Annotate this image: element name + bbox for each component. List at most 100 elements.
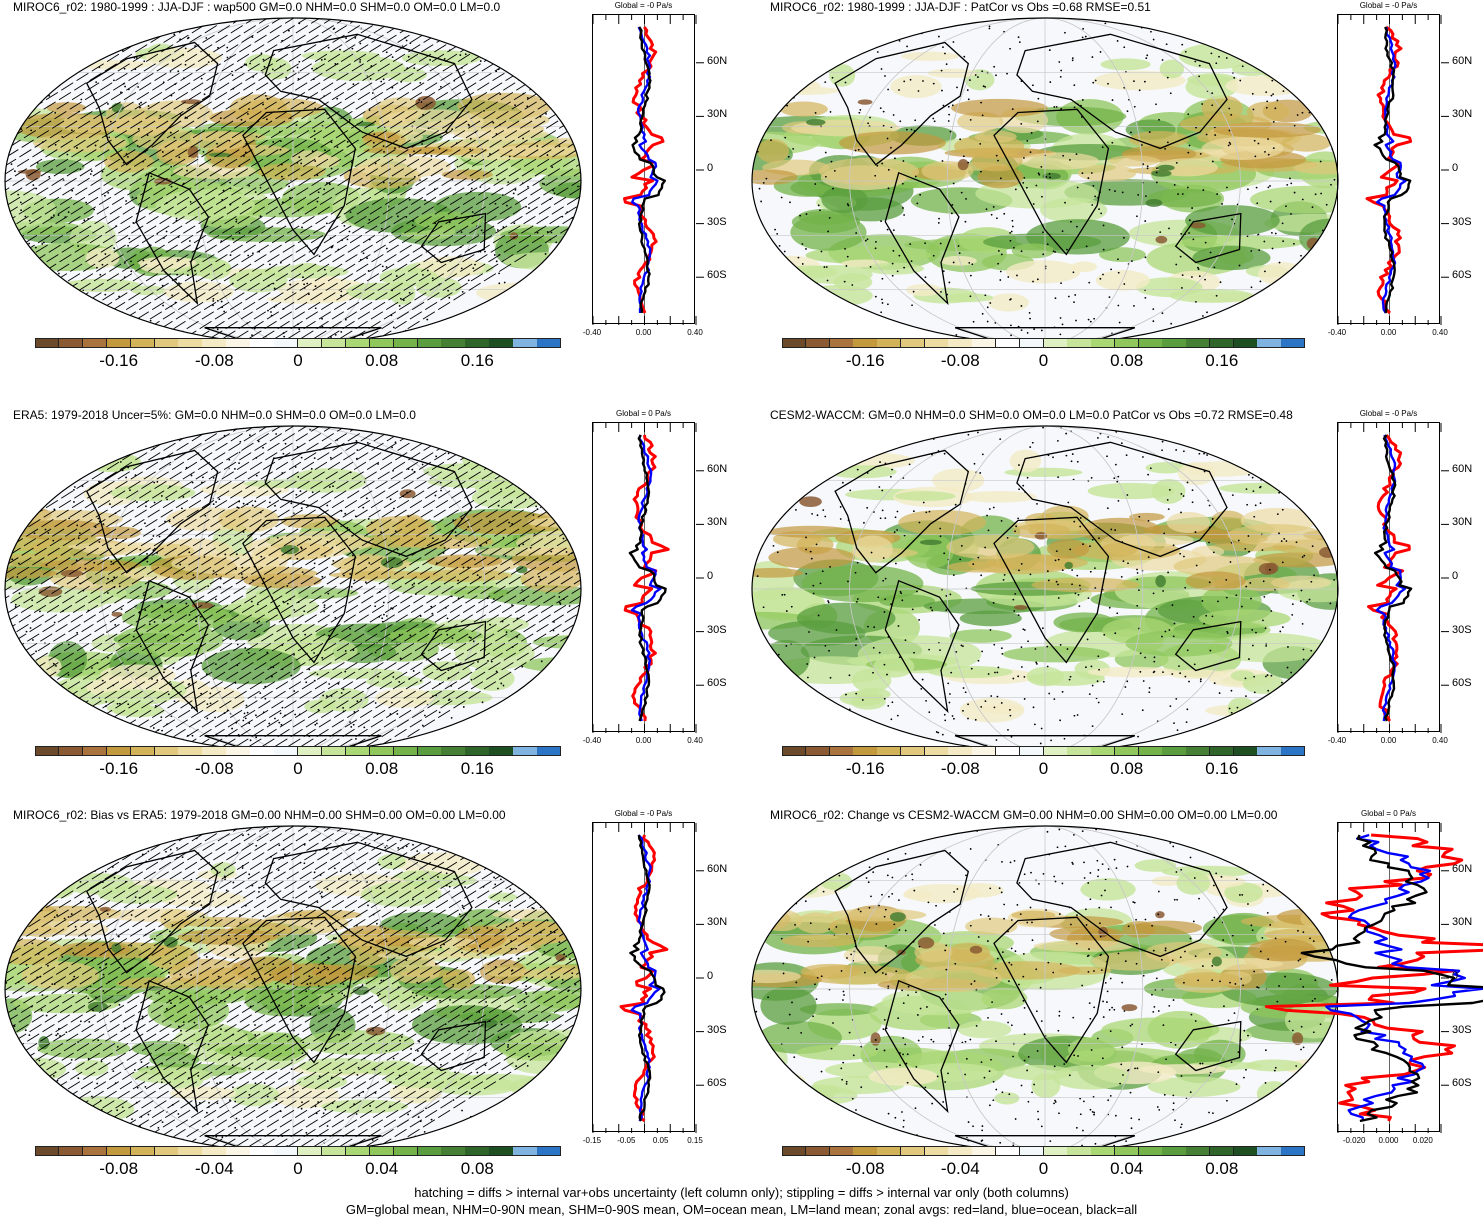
stipple-dot — [469, 137, 472, 140]
stipple-dot — [275, 1098, 277, 1101]
stipple-dot — [899, 590, 902, 593]
stipple-dot — [431, 277, 434, 280]
zonal-mean-svg — [592, 423, 704, 733]
stipple-dot — [1270, 674, 1273, 677]
stipple-dot — [229, 1099, 231, 1102]
stipple-dot — [67, 29, 70, 31]
hatch-line — [5, 826, 233, 1152]
stipple-dot — [1163, 532, 1166, 535]
stipple-dot — [554, 682, 557, 684]
stipple-dot — [74, 925, 77, 928]
stipple-dot — [15, 1114, 18, 1117]
stipple-dot — [1230, 113, 1233, 116]
stipple-dot — [81, 863, 84, 865]
stipple-dot — [343, 994, 346, 997]
stipple-dot — [333, 946, 336, 949]
stipple-dot — [1211, 104, 1214, 107]
stipple-dot — [558, 601, 561, 604]
stipple-dot — [169, 131, 172, 134]
stipple-dot — [377, 675, 379, 678]
stipple-dot — [1133, 80, 1135, 83]
stipple-dot — [957, 245, 960, 247]
stipple-dot — [1211, 615, 1214, 618]
stipple-dot — [1264, 63, 1267, 66]
stipple-dot — [1133, 105, 1136, 108]
stipple-dot — [995, 74, 997, 77]
stipple-dot — [33, 532, 36, 535]
colorbar-label: -0.16 — [99, 759, 139, 778]
stipple-dot — [882, 110, 885, 113]
stipple-dot — [223, 310, 226, 313]
stipple-dot — [937, 741, 940, 744]
stipple-dot — [83, 219, 86, 222]
stipple-dot — [574, 983, 577, 986]
stipple-dot — [389, 498, 392, 501]
stipple-dot — [47, 964, 49, 967]
stipple-dot — [1009, 714, 1012, 717]
stipple-dot — [317, 191, 320, 194]
stipple-dot — [262, 886, 265, 889]
stipple-dot — [937, 222, 940, 224]
stipple-dot — [132, 635, 135, 638]
stipple-dot — [405, 959, 408, 962]
stipple-dot — [860, 18, 862, 20]
stipple-dot — [77, 1041, 80, 1043]
stipple-dot — [18, 562, 20, 565]
stipple-dot — [39, 610, 41, 613]
coastline — [1174, 212, 1242, 264]
hatch-line — [197, 18, 581, 344]
stipple-dot — [942, 46, 944, 49]
stipple-dot — [497, 504, 500, 507]
stipple-dot — [886, 18, 889, 20]
stipple-dot — [536, 145, 539, 147]
stipple-dot — [1055, 550, 1058, 553]
stipple-dot — [499, 93, 502, 96]
stipple-dot — [328, 683, 331, 685]
stipple-dot — [184, 63, 187, 66]
stipple-dot — [283, 335, 286, 338]
stipple-dot — [221, 427, 223, 429]
stipple-dot — [165, 850, 167, 853]
stipple-dot — [950, 671, 953, 674]
stipple-dot — [156, 828, 159, 831]
stipple-dot — [1042, 627, 1044, 630]
field-blob — [138, 256, 197, 269]
colorbar-swatch — [805, 338, 831, 348]
stipple-dot — [756, 650, 758, 653]
colorbar-swatch — [345, 746, 371, 756]
stipple-dot — [1281, 222, 1284, 225]
stipple-dot — [488, 986, 491, 988]
stipple-dot — [522, 431, 525, 434]
stipple-dot — [396, 713, 399, 715]
stipple-dot — [286, 602, 289, 605]
stipple-dot — [508, 701, 511, 704]
stipple-dot — [317, 708, 320, 711]
stipple-dot — [189, 200, 192, 203]
stipple-dot — [757, 689, 760, 692]
hatch-line — [5, 426, 519, 752]
stipple-dot — [278, 721, 281, 724]
stipple-dot — [1267, 153, 1270, 156]
hatch-line — [262, 426, 581, 752]
stipple-dot — [757, 41, 759, 44]
stipple-dot — [1186, 708, 1189, 711]
stipple-dot — [251, 334, 253, 337]
field-blob — [805, 246, 932, 265]
stipple-dot — [240, 118, 243, 121]
stipple-dot — [372, 141, 375, 144]
stipple-dot — [458, 913, 461, 916]
hatch-line — [5, 18, 519, 344]
stipple-dot — [814, 183, 817, 185]
stipple-dot — [189, 940, 192, 942]
stipple-dot — [916, 590, 918, 593]
stipple-dot — [1027, 640, 1029, 643]
stipple-dot — [366, 881, 368, 883]
lat-label: 0 — [1452, 570, 1459, 582]
stipple-dot — [988, 25, 991, 28]
hatch-line — [5, 826, 363, 1152]
stipple-dot — [512, 192, 515, 195]
stipple-dot — [1069, 159, 1071, 161]
lat-label: 30S — [707, 215, 727, 228]
stipple-dot — [1036, 502, 1038, 505]
stipple-dot — [824, 20, 827, 22]
